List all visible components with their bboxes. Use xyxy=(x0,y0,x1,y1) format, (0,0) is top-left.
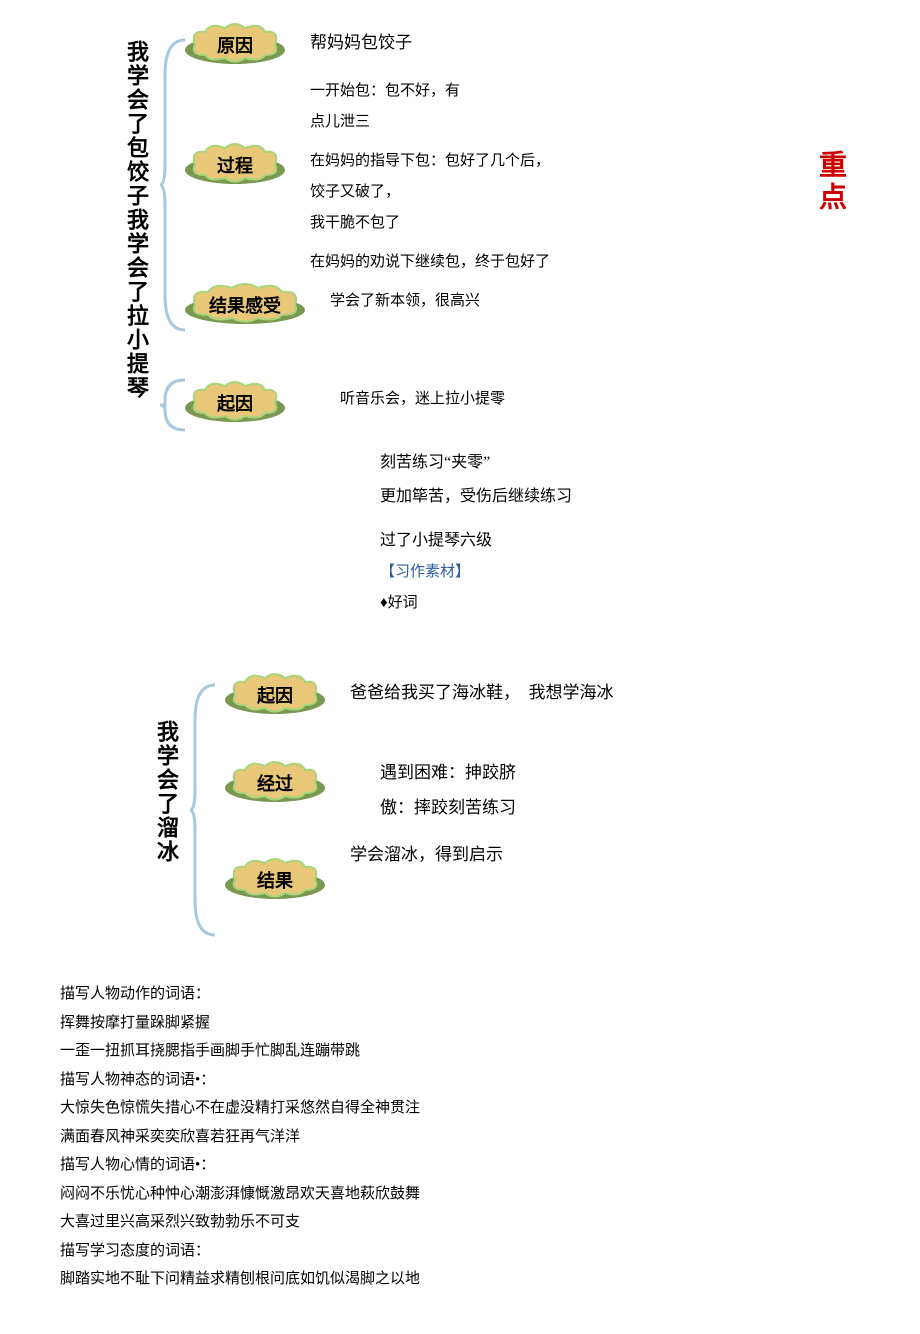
s3-origin-badge: 起因 xyxy=(220,670,330,720)
origin-text: 听音乐会，迷上拉小提零 xyxy=(340,386,920,413)
bottom-l1: 描写人物动作的词语： xyxy=(60,980,920,1009)
bottom-l7: 描写人物心情的词语•： xyxy=(60,1151,920,1180)
s3-process-badge: 经过 xyxy=(220,758,330,808)
origin-badge: 起因 xyxy=(180,378,290,428)
s3-result-text: 学会溜冰，得到启示 xyxy=(350,840,920,871)
violin-extra2: 更加筚苦，受伤后继续练习 xyxy=(380,482,920,506)
bottom-l2: 挥舞按摩打量跺脚紧握 xyxy=(60,1009,920,1038)
s3-process-line2: 傲：摔跤刻苦练习 xyxy=(380,793,920,824)
process-line4: 饺子又破了， xyxy=(310,179,920,206)
origin-badge-text: 起因 xyxy=(217,390,253,416)
section1-title: 我学会了包饺子我学会了拉小提琴 xyxy=(120,40,152,580)
process-line5: 我干脆不包了 xyxy=(310,210,920,237)
bottom-l9: 大喜过里兴高采烈兴致勃勃乐不可支 xyxy=(60,1208,920,1237)
s3-process-badge-text: 经过 xyxy=(257,770,293,796)
bottom-l10: 描写学习态度的词语： xyxy=(60,1237,920,1266)
process-line2: 点儿泄三 xyxy=(310,109,920,136)
process-badge-text: 过程 xyxy=(217,152,253,178)
result-text: 学会了新本领，很高兴 xyxy=(330,288,920,315)
good-word: ♦好词 xyxy=(380,591,920,612)
s3-process-line1: 遇到困难：抻跤脐 xyxy=(380,758,920,789)
bottom-l11: 脚踏实地不耻下问精益求精刨根问底如饥似渴脚之以地 xyxy=(60,1265,920,1294)
process-badge: 过程 xyxy=(180,140,290,190)
bottom-text-block: 描写人物动作的词语： 挥舞按摩打量跺脚紧握 一歪一扭抓耳挠腮指手画脚手忙脚乱连蹦… xyxy=(60,980,920,1294)
violin-extra1: 刻苦练习“夹零” xyxy=(380,448,920,472)
cause-text: 帮妈妈包饺子 xyxy=(310,28,920,59)
violin-extra3: 过了小提琴六级 xyxy=(380,526,920,550)
s3-result-badge: 结果 xyxy=(220,855,330,905)
result-badge-text: 结果感受 xyxy=(209,292,281,318)
bottom-l4: 描写人物神态的词语•： xyxy=(60,1066,920,1095)
bottom-l8: 闷闷不乐忧心种忡心潮澎湃慷慨激昂欢天喜地萩欣鼓舞 xyxy=(60,1180,920,1209)
result-badge: 结果感受 xyxy=(180,280,310,330)
bottom-l5: 大惊失色惊慌失措心不在虚没精打采悠然自得全神贯注 xyxy=(60,1094,920,1123)
cause-badge: 原因 xyxy=(180,20,290,70)
s3-origin-text: 爸爸给我买了海冰鞋， 我想学海冰 xyxy=(350,678,920,709)
s3-origin-badge-text: 起因 xyxy=(257,682,293,708)
bottom-l6: 满面春风神采奕奕欣喜若狂再气洋洋 xyxy=(60,1123,920,1152)
process-line1: 一开始包：包不好，有 xyxy=(310,78,920,105)
bracket-svg-3 xyxy=(190,680,220,940)
process-line6: 在妈妈的劝说下继续包，终于包好了 xyxy=(310,249,920,276)
material-header: 【习作素材】 xyxy=(380,560,920,581)
process-line3: 在妈妈的指导下包：包好了几个后， xyxy=(310,148,920,175)
cause-badge-text: 原因 xyxy=(217,32,253,58)
s3-result-badge-text: 结果 xyxy=(257,867,293,893)
bottom-l3: 一歪一扭抓耳挠腮指手画脚手忙脚乱连蹦带跳 xyxy=(60,1037,920,1066)
section3-title: 我学会了溜冰 xyxy=(150,720,182,864)
